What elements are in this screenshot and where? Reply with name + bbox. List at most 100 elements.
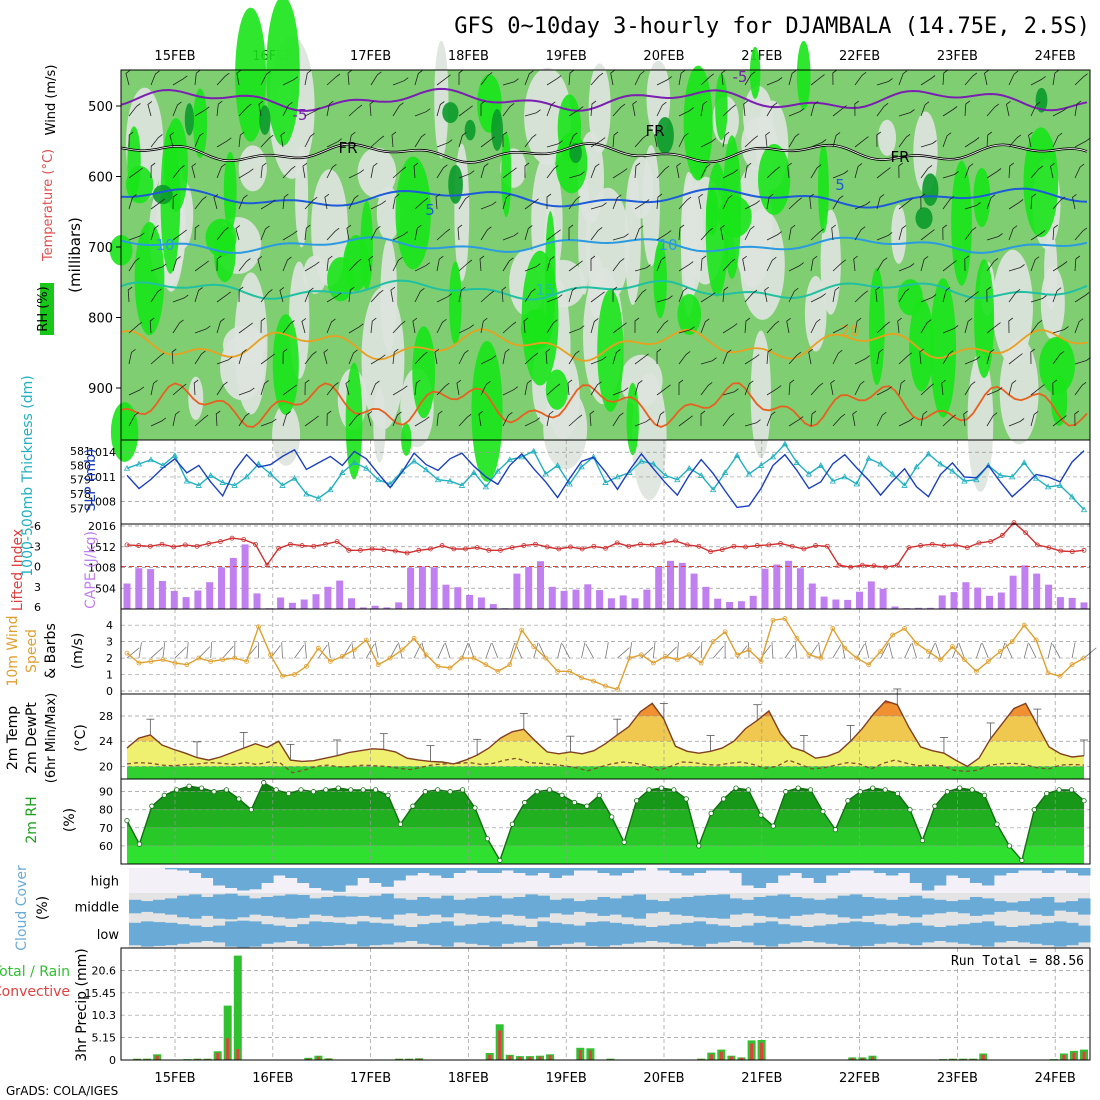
wind-barb	[326, 73, 341, 86]
wind-barb	[920, 256, 929, 272]
wind-barb	[975, 642, 982, 659]
wind-barb	[935, 642, 941, 659]
wind-barb	[258, 100, 264, 117]
wind-barb	[318, 644, 328, 659]
tick-label: 28	[99, 710, 113, 723]
wind-barb	[304, 107, 321, 117]
tick-label: 500	[88, 100, 113, 115]
rh-point	[1044, 790, 1050, 797]
cloud-cover-bar	[477, 897, 490, 916]
cloud-cover-bar	[825, 898, 839, 915]
lifted-index-point	[439, 543, 445, 548]
cloud-cover-bar	[837, 868, 851, 873]
thickness-point	[1044, 483, 1052, 490]
wind-barb	[964, 356, 981, 365]
cloud-cover-bar	[273, 895, 286, 918]
wind-barb	[502, 194, 511, 210]
wind-barb	[172, 101, 182, 117]
lifted-index-point	[1081, 547, 1087, 553]
thickness-point	[949, 467, 956, 474]
wind-speed-point	[961, 657, 967, 663]
wind-barb	[150, 288, 162, 303]
moist-region	[134, 221, 165, 336]
cloud-cover-bar	[297, 895, 310, 918]
rh-point	[646, 787, 652, 793]
cloud-cover-bar	[177, 868, 190, 871]
wind-barb	[764, 286, 769, 303]
wind-barb	[389, 643, 399, 659]
cloud-cover-bar	[537, 895, 550, 918]
wind-barb	[414, 224, 422, 241]
wind-barb	[436, 318, 447, 334]
wind-barb	[1030, 230, 1046, 241]
cape-bar	[997, 592, 1005, 609]
wind-speed-point	[1081, 655, 1087, 661]
lifted-index-point	[463, 546, 468, 552]
date-label-bottom: 22FEB	[839, 1071, 880, 1086]
convective-precip-bar	[740, 1057, 743, 1060]
saturated-region	[259, 105, 271, 135]
wind-barb	[216, 100, 223, 117]
cloud-cover-bar	[1078, 898, 1091, 915]
wind-barb	[172, 75, 188, 86]
thickness-point	[422, 466, 430, 473]
wind-barb	[656, 101, 667, 117]
wind-barb	[788, 224, 796, 241]
cloud-cover-bar	[513, 897, 526, 916]
wind-barb	[856, 643, 865, 659]
wind-barb	[414, 70, 423, 86]
wind-barb	[128, 131, 134, 148]
rh-point	[435, 787, 441, 793]
wind-barb	[898, 379, 906, 396]
wind-barb	[348, 194, 359, 210]
cloud-cover-bar	[717, 894, 731, 919]
moist-region	[818, 143, 829, 234]
wind-barb	[832, 413, 846, 427]
temp-contour-minus5	[120, 87, 1088, 112]
wind-barb	[392, 348, 399, 365]
wind-barb	[567, 379, 573, 396]
wind-speed-point	[638, 652, 644, 658]
wind-barb	[260, 70, 271, 86]
wind-barb	[436, 164, 448, 179]
wind-barb	[942, 414, 957, 427]
wind-barb	[568, 287, 577, 303]
convective-precip-bar	[155, 1055, 159, 1060]
cape-bar	[194, 590, 202, 609]
wind-barb	[414, 351, 428, 365]
wind-barb	[678, 69, 686, 86]
thickness-point	[494, 467, 502, 474]
thickness-point	[590, 453, 597, 460]
tick-label: 900	[88, 382, 113, 397]
wind-barb	[172, 319, 184, 334]
lifted-index-point	[521, 543, 527, 548]
moist-region	[974, 259, 995, 379]
wind-barb	[898, 109, 915, 117]
wind-barb	[986, 257, 999, 272]
wind-barb	[186, 642, 189, 659]
cloud-cover-bar	[657, 925, 670, 943]
lifted-index-point	[999, 533, 1005, 538]
rh-point	[1081, 798, 1087, 804]
rh-point	[584, 803, 590, 809]
cape-bar	[808, 583, 816, 609]
convective-precip-bar	[316, 1056, 320, 1060]
wind-barb	[282, 230, 298, 241]
tick-label-left: 577	[70, 502, 91, 515]
cape-bar	[560, 590, 568, 609]
cape-bar	[1056, 597, 1064, 609]
cloud-cover-bar	[801, 927, 815, 941]
moist-region	[235, 7, 267, 142]
lifted-index-point	[147, 543, 153, 549]
wind-barb	[302, 162, 308, 179]
slp-line	[126, 448, 1085, 509]
cloud-cover-bar	[513, 868, 526, 873]
wind-barb	[216, 72, 230, 86]
cloud-cover-bar	[153, 899, 166, 914]
thickness-point	[997, 472, 1004, 478]
wind-barb	[612, 387, 629, 396]
wind-barb	[326, 163, 337, 179]
cape-bar	[737, 601, 745, 609]
wind-barb	[678, 132, 689, 148]
wind-barb	[854, 380, 865, 396]
